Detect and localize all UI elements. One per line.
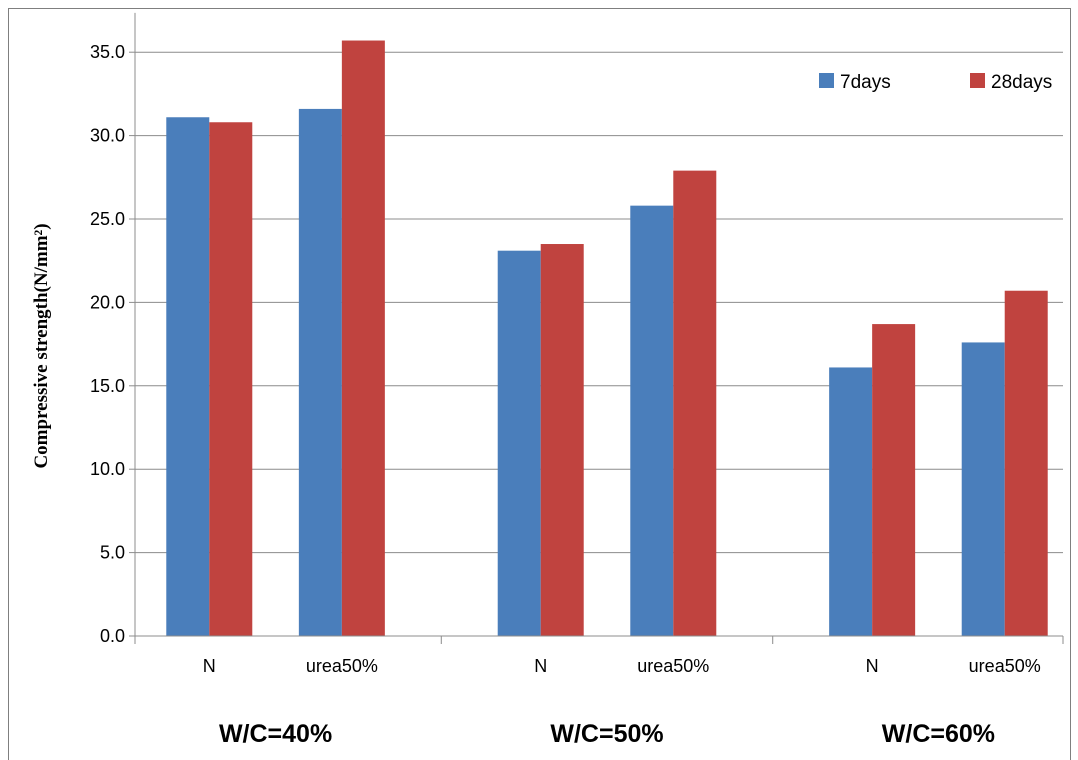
bar-7days-3 [630,205,674,636]
y-tick-label: 35.0 [90,42,125,62]
y-tick-label: 5.0 [100,543,125,563]
bar-28days-1 [341,40,385,637]
bar-7days-0 [166,117,210,636]
x-category-label: N [866,656,879,676]
gridlines [135,51,1063,554]
y-tick-label: 10.0 [90,459,125,479]
y-tick-label: 15.0 [90,376,125,396]
x-category-label: urea50% [969,656,1041,676]
x-group-label: W/C=50% [550,720,663,748]
bar-28days-2 [540,244,584,636]
bar-7days-1 [298,108,342,637]
x-group-label: W/C=60% [882,720,995,748]
x-group-label: W/C=40% [219,720,332,748]
y-tick-label: 0.0 [100,626,125,646]
bar-28days-4 [872,324,916,636]
bar-7days-5 [961,342,1005,636]
x-category-label: N [203,656,216,676]
legend: 7days 28days [819,72,1052,93]
legend-swatch-28days [970,73,985,88]
x-category-label: urea50% [637,656,709,676]
bar-28days-3 [673,170,717,637]
y-tick-label: 25.0 [90,209,125,229]
bar-7days-2 [497,250,541,636]
bars [166,40,1048,637]
legend-label-7days: 7days [840,72,891,93]
x-category-label: N [534,656,547,676]
legend-label-28days: 28days [991,72,1052,93]
y-tick-label: 30.0 [90,126,125,146]
x-category-label: urea50% [306,656,378,676]
y-axis-title: Compressive strength(N/mm²) [31,223,52,468]
bar-7days-4 [829,367,873,636]
legend-swatch-7days [819,73,834,88]
axes [129,12,1064,644]
bar-28days-5 [1004,290,1048,636]
bar-28days-0 [209,122,253,637]
y-tick-label: 20.0 [90,292,125,312]
